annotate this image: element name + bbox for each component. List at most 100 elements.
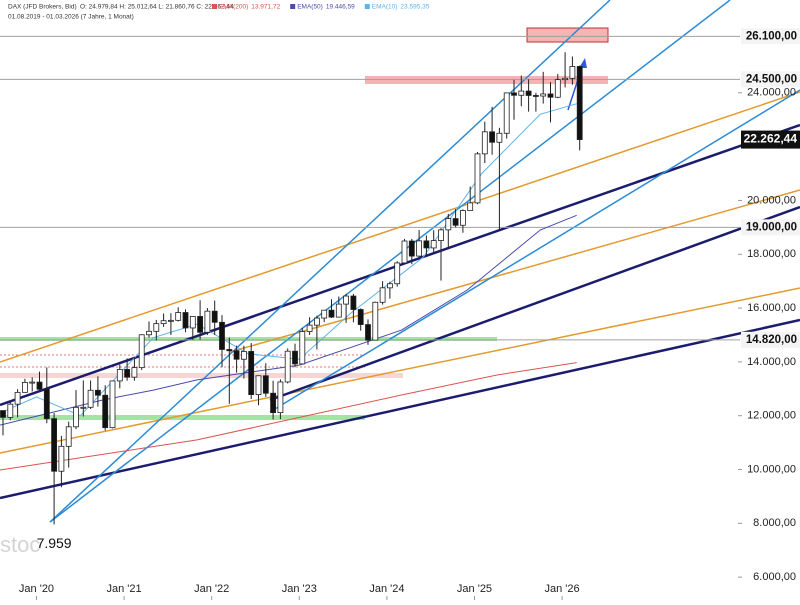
candle-body bbox=[350, 295, 357, 310]
candle-body bbox=[496, 132, 503, 143]
watermark: stoc bbox=[0, 532, 40, 557]
candle-body bbox=[65, 426, 72, 447]
candle-body bbox=[335, 303, 342, 318]
candle-body bbox=[14, 391, 21, 405]
candle-body bbox=[438, 229, 444, 241]
date-range: 01.08.2019 - 01.03.2026 (7 Jahre, 1 Mona… bbox=[8, 14, 134, 21]
candle-body bbox=[248, 351, 255, 396]
candle-body bbox=[109, 380, 116, 429]
candle-body bbox=[255, 375, 262, 396]
x-tick-label: Jan '26 bbox=[545, 583, 580, 595]
candle-body bbox=[262, 375, 269, 394]
legend-swatch bbox=[364, 4, 370, 9]
trend-line bbox=[269, 205, 800, 402]
candle-body bbox=[540, 93, 547, 97]
level-label-box bbox=[741, 28, 800, 45]
candle-body bbox=[365, 324, 371, 341]
candle-body bbox=[299, 331, 306, 365]
candle-body bbox=[116, 369, 123, 382]
level-label: 19.000,00 bbox=[746, 221, 797, 233]
candle-body bbox=[21, 382, 28, 393]
target-zone bbox=[526, 27, 609, 43]
candle-body bbox=[153, 323, 160, 332]
trend-line bbox=[229, 189, 800, 353]
candle-body bbox=[306, 324, 313, 332]
candle-body bbox=[204, 310, 211, 333]
candle-body bbox=[167, 319, 174, 322]
zone bbox=[0, 373, 403, 378]
candle-body bbox=[189, 316, 196, 329]
candle-body bbox=[474, 153, 481, 204]
candle-body bbox=[43, 388, 50, 420]
candle-body bbox=[95, 389, 101, 396]
candle-body bbox=[233, 350, 240, 360]
candle-body bbox=[321, 309, 328, 319]
legend-swatch bbox=[212, 4, 217, 9]
candle-body bbox=[175, 312, 182, 321]
candle-body bbox=[503, 92, 510, 134]
y-tick-label: 8.000,00 bbox=[753, 517, 796, 529]
x-tick-label: Jan '21 bbox=[107, 583, 142, 595]
candle-body bbox=[533, 95, 539, 97]
trend-line bbox=[49, 0, 611, 523]
ema-line bbox=[0, 103, 577, 417]
candle-body bbox=[292, 350, 298, 365]
candle-body bbox=[518, 90, 525, 96]
support-zone bbox=[0, 337, 497, 341]
header: DAX (JFD Brokers, Bid) O: 24.979,84 H: 2… bbox=[8, 4, 430, 21]
candle-body bbox=[481, 131, 488, 155]
candle-body bbox=[73, 406, 79, 428]
candle-body bbox=[160, 320, 167, 325]
candle-body bbox=[124, 369, 130, 378]
candle-body bbox=[51, 418, 57, 472]
ema-line bbox=[0, 362, 577, 471]
candle-body bbox=[343, 295, 350, 305]
candle-body bbox=[554, 79, 561, 98]
candle-body bbox=[562, 77, 568, 81]
y-tick-label: 10.000,00 bbox=[747, 463, 796, 475]
legend-name: EMA(200) bbox=[219, 4, 248, 11]
candle-body bbox=[284, 350, 291, 383]
candle-body bbox=[146, 330, 152, 336]
candle-body bbox=[386, 283, 393, 289]
legend-value: 13.971,72 bbox=[251, 4, 280, 11]
candle-body bbox=[489, 131, 496, 143]
y-tick-label: 6.000,00 bbox=[753, 571, 796, 583]
candle-body bbox=[423, 240, 430, 249]
candle-body bbox=[211, 310, 218, 323]
last-price-label: 22.262,44 bbox=[744, 132, 798, 146]
x-tick-label: Jan '23 bbox=[282, 583, 317, 595]
candle-body bbox=[467, 202, 474, 211]
level-label-box bbox=[741, 71, 800, 88]
candle-body bbox=[357, 309, 364, 325]
candle-body bbox=[277, 381, 284, 414]
level-label: 26.100,00 bbox=[746, 30, 797, 42]
y-tick-label: 20.000,00 bbox=[747, 194, 796, 206]
candle-body bbox=[379, 287, 386, 303]
y-tick-label: 14.000,00 bbox=[747, 356, 796, 368]
candle-body bbox=[219, 321, 225, 350]
candle-body bbox=[240, 351, 247, 360]
candle-body bbox=[270, 392, 277, 414]
ema-line bbox=[0, 214, 577, 426]
candle-body bbox=[29, 381, 36, 384]
y-tick-label: 12.000,00 bbox=[747, 410, 796, 422]
level-label-box bbox=[741, 331, 800, 348]
candle-body bbox=[569, 66, 576, 79]
candle-body bbox=[0, 410, 6, 418]
candle-body bbox=[328, 309, 335, 318]
candle-body bbox=[459, 210, 466, 226]
candle-body bbox=[394, 262, 401, 285]
legend-swatch bbox=[290, 4, 296, 9]
candle-body bbox=[408, 240, 415, 257]
arrow-head bbox=[579, 58, 587, 68]
instrument: DAX (JFD Brokers, Bid) bbox=[8, 4, 77, 11]
candle-body bbox=[452, 218, 459, 226]
candle-body bbox=[87, 389, 94, 408]
trend-line bbox=[0, 287, 800, 454]
level-label: 14.820,00 bbox=[746, 334, 797, 346]
candle-body bbox=[313, 317, 320, 326]
trend-line bbox=[269, 89, 800, 413]
trend-line bbox=[0, 318, 800, 500]
